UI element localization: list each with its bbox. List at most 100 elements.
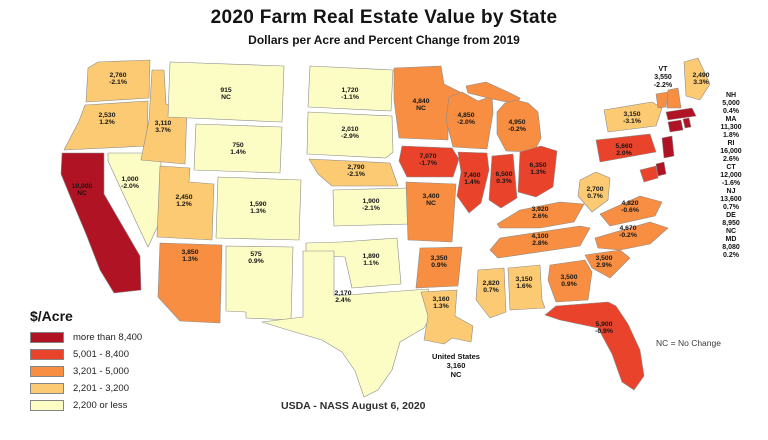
state-label-WY: 750 1.4% — [230, 142, 246, 156]
state-DE — [655, 161, 667, 177]
state-WA — [85, 59, 151, 103]
legend-swatch-5 — [30, 399, 64, 411]
legend-label-2: 5,001 - 8,400 — [73, 348, 129, 360]
state-label-OK: 1,890 1.1% — [362, 253, 379, 267]
callout-DE-value: 8,950 — [722, 220, 740, 227]
state-label-MN: 4,840 NC — [412, 98, 429, 112]
state-label-CO: 1,590 1.3% — [249, 201, 266, 215]
state-label-NC: 4,670 -0.2% — [619, 225, 637, 239]
state-label-NY: 3,150 -3.1% — [623, 111, 641, 125]
state-label-UT: 2,450 1.2% — [175, 194, 192, 208]
callout-CT-abbr: CT — [726, 164, 736, 171]
state-NJ — [661, 135, 675, 159]
state-label-KS: 1,900 -2.1% — [362, 198, 380, 212]
legend-label-3: 3,201 - 5,000 — [73, 365, 129, 377]
legend-item-2: 5,001 - 8,400 — [30, 348, 142, 360]
state-label-SD: 2,010 -2.9% — [341, 126, 359, 140]
state-label-LA: 3,160 1.3% — [432, 296, 449, 310]
state-AR — [415, 246, 463, 289]
state-NM — [225, 245, 294, 321]
us-summary: United States 3,160 NC — [413, 352, 499, 379]
state-NE — [308, 158, 399, 187]
state-ID — [140, 69, 188, 165]
state-label-MS: 2,820 0.7% — [482, 280, 499, 294]
state-TN — [489, 225, 591, 259]
state-UT — [156, 165, 215, 241]
state-FL — [544, 301, 645, 391]
state-ME — [683, 57, 711, 101]
legend-item-5: 2,200 or less — [30, 399, 142, 411]
callout-MA-abbr: MA — [725, 116, 737, 123]
state-MA — [665, 107, 697, 121]
northeast-item-NH: NH 5,000 0.4% — [703, 92, 759, 116]
state-label-IN: 6,500 0.3% — [495, 171, 512, 185]
state-label-PA: 5,660 2.0% — [615, 143, 632, 157]
state-RI — [682, 117, 692, 129]
legend-item-4: 2,201 - 3,200 — [30, 382, 142, 394]
callout-RI-abbr: RI — [727, 140, 735, 147]
state-WY — [193, 123, 283, 174]
legend-swatch-4 — [30, 382, 64, 394]
state-label-WV: 2,700 0.7% — [586, 186, 603, 200]
state-WI — [445, 91, 494, 150]
legend-item-3: 3,201 - 5,000 — [30, 365, 142, 377]
source-credit: USDA - NASS August 6, 2020 — [281, 400, 426, 412]
state-CA — [60, 152, 142, 294]
legend-items: more than 8,400 5,001 - 8,400 3,201 - 5,00… — [30, 331, 142, 411]
state-label-NV: 1,000 -2.0% — [121, 176, 139, 190]
legend-label-1: more than 8,400 — [73, 331, 143, 343]
callout-NH-value: 5,000 — [722, 100, 740, 107]
state-MT — [167, 61, 285, 123]
state-label-IA: 7,070 -1.7% — [419, 153, 437, 167]
legend-title: $/Acre — [30, 308, 73, 324]
callout-NH-change: 0.4% — [723, 108, 739, 115]
state-OR — [63, 100, 149, 151]
callout-MD-abbr: MD — [725, 236, 737, 243]
callout-VT-value: 3,550 — [654, 74, 672, 81]
northeast-item-RI: RI 16,000 2.6% — [703, 140, 759, 164]
state-label-NE: 2,790 -2.1% — [347, 164, 365, 178]
state-label-MO: 3,400 NC — [422, 193, 439, 207]
state-label-TN: 4,100 2.8% — [531, 233, 548, 247]
state-TX — [261, 250, 437, 398]
callout-DE-change: NC — [725, 228, 737, 235]
northeast-values-list: NH 5,000 0.4% MA 11,300 1.8% RI 16,000 2.6% CT 12,… — [703, 92, 759, 260]
legend-item-1: more than 8,400 — [30, 331, 142, 343]
state-NY — [603, 101, 663, 133]
state-label-MI: 4,950 -0.2% — [508, 119, 526, 133]
state-OH — [517, 145, 558, 198]
state-PA — [595, 133, 657, 163]
state-label-WI: 4,850 -2.0% — [457, 112, 475, 126]
callout-RI-value: 16,000 — [720, 148, 742, 155]
state-label-KY: 3,920 2.6% — [531, 206, 548, 220]
callout-NJ-change: 0.7% — [723, 204, 739, 211]
page-title: 2020 Farm Real Estate Value by State — [210, 7, 558, 28]
northeast-item-NJ: NJ 13,600 0.7% — [703, 188, 759, 212]
state-MD — [639, 165, 659, 183]
callout-MD-change: 0.2% — [723, 252, 739, 259]
callout-NH-abbr: NH — [725, 92, 737, 99]
legend-label-4: 2,201 - 3,200 — [73, 382, 129, 394]
state-label-TX: 2,170 2.4% — [334, 290, 351, 304]
callout-NJ-value: 13,600 — [720, 196, 742, 203]
state-SD — [306, 111, 394, 159]
state-label-ID: 3,110 3.7% — [155, 120, 172, 134]
state-AL — [507, 264, 546, 311]
state-IA — [398, 145, 460, 178]
legend-swatch-2 — [30, 348, 64, 360]
state-label-AL: 3,150 1.6% — [515, 276, 532, 290]
legend-label-5: 2,200 or less — [73, 399, 128, 411]
state-label-NM: 575 0.9% — [248, 251, 264, 265]
state-label-AZ: 3,850 1.3% — [181, 249, 198, 263]
legend-swatch-3 — [30, 365, 64, 377]
state-label-AR: 3,350 0.9% — [430, 255, 447, 269]
state-AZ — [157, 242, 223, 324]
state-label-VA: 4,820 -0.6% — [621, 200, 639, 214]
state-ND — [307, 65, 394, 112]
state-MS — [475, 267, 507, 319]
state-label-GA: 3,500 0.9% — [560, 274, 577, 288]
legend: $/Acre more than 8,400 5,001 - 8,400 3,201… — [30, 308, 142, 416]
callout-CT-change: -1.6% — [721, 180, 741, 187]
